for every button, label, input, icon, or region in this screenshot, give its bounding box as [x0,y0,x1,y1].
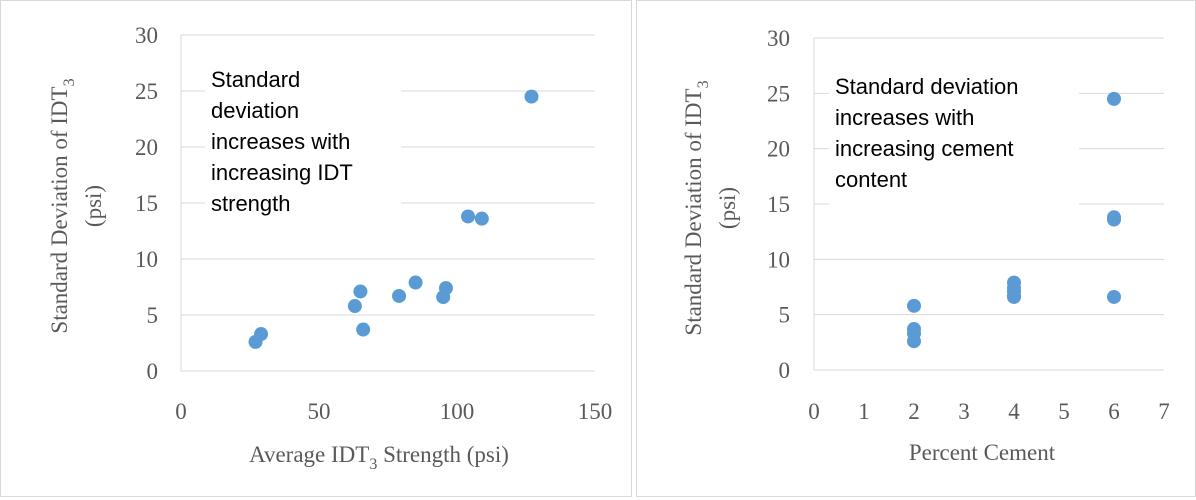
y-axis-title: Standard Deviation of IDT3(psi) [47,78,106,333]
y-tick-label-15: 15 [767,192,790,217]
x-tick-label-4: 4 [1008,399,1020,424]
x-tick-label-6: 6 [1108,399,1120,424]
y-tick-label-25: 25 [767,81,790,106]
y-tick-label-25: 25 [135,79,158,104]
annotation-idt-strength: Standard deviation increases with increasin… [205,64,401,236]
svg-text:(psi): (psi) [715,187,740,229]
x-tick-label-100: 100 [440,399,475,424]
data-point-12 [524,89,539,104]
scatter-chart-percent-cement: 0 5 10 15 20 25 30 0 1 2 3 4 5 6 7 Percent Cement Standa… [681,26,1170,465]
data-point-11 [474,211,489,226]
y-axis-title: Standard Deviation of IDT3(psi) [681,80,740,335]
data-point-9 [1007,275,1021,290]
x-tick-label-2: 2 [908,399,920,424]
chart-panel-percent-cement: 0 5 10 15 20 25 30 0 1 2 3 4 5 6 7 Percent Cement Standa… [636,0,1196,497]
x-tick-label-50: 50 [308,399,331,424]
chart-panel-idt-strength: 0 5 10 15 20 25 30 0 50 100 150 Average IDT3 Streng… [0,0,632,497]
svg-text:(psi): (psi) [81,185,106,227]
y-tick-label-15: 15 [135,191,158,216]
data-point-2 [254,327,269,342]
svg-text:Standard Deviation of IDT3: Standard Deviation of IDT3 [47,78,78,333]
y-tick-label-0: 0 [779,358,791,383]
data-point-10 [461,209,476,224]
x-axis-title: Average IDT3 Strength (psi) [249,442,509,473]
data-point-10 [1107,289,1121,304]
annotation-line-1: Standard deviation [835,74,1019,99]
annotation-line-4: increasing IDT [211,160,353,185]
data-point-12 [1107,210,1121,225]
data-point-5 [356,322,371,337]
annotation-line-3: increases with [211,129,351,154]
data-point-4 [353,284,368,299]
y-tick-label-10: 10 [767,247,790,272]
svg-text:Standard Deviation of IDT3: Standard Deviation of IDT3 [681,80,712,335]
y-tick-label-20: 20 [135,135,158,160]
data-point-7 [408,275,423,290]
x-tick-label-0: 0 [808,399,820,424]
y-tick-label-0: 0 [147,359,159,384]
annotation-percent-cement: Standard deviation increases with increasi… [829,71,1079,211]
x-tick-label-5: 5 [1058,399,1070,424]
y-tick-label-30: 30 [135,23,158,48]
data-point-6 [392,288,407,303]
annotation-line-3: increasing cement [835,136,1014,161]
y-tick-label-10: 10 [135,247,158,272]
annotation-line-1: Standard [211,67,301,92]
data-point-4 [907,298,921,313]
data-point-3 [907,322,921,337]
data-point-9 [438,281,453,296]
data-point-3 [347,299,362,314]
x-tick-label-7: 7 [1158,399,1170,424]
annotation-line-5: strength [211,191,291,216]
x-tick-label-150: 150 [578,399,613,424]
x-tick-label-1: 1 [858,399,870,424]
y-tick-label-20: 20 [767,137,790,162]
y-tick-label-30: 30 [767,26,790,51]
x-axis-title: Percent Cement [909,440,1056,465]
y-tick-label-5: 5 [147,303,159,328]
x-tick-label-3: 3 [958,399,970,424]
data-point-13 [1107,91,1121,106]
y-tick-label-5: 5 [779,303,791,328]
annotation-line-2: increases with [835,105,975,130]
x-tick-label-0: 0 [175,399,187,424]
annotation-line-2: deviation [211,98,300,123]
annotation-line-4: content [835,167,908,192]
